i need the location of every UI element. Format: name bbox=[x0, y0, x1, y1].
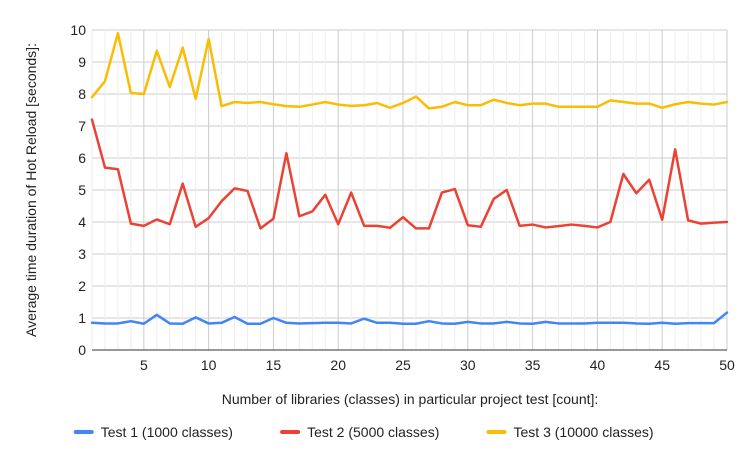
y-axis-title: Average time duration of Hot Reload [sec… bbox=[23, 43, 39, 337]
y-tick-label: 5 bbox=[78, 182, 86, 198]
gridlines bbox=[91, 29, 728, 350]
x-tick-label: 5 bbox=[140, 357, 148, 373]
legend-swatch-1 bbox=[73, 430, 94, 434]
series-line-2 bbox=[90, 118, 729, 230]
legend: Test 1 (1000 classes) Test 2 (5000 classe… bbox=[73, 424, 654, 440]
x-tick-label: 20 bbox=[330, 357, 346, 373]
x-tick-label: 10 bbox=[201, 357, 217, 373]
x-axis-title: Number of libraries (classes) in particu… bbox=[222, 391, 599, 407]
y-tick-label: 6 bbox=[78, 150, 86, 166]
y-tick-label: 2 bbox=[78, 278, 86, 294]
y-tick-label: 7 bbox=[78, 118, 86, 134]
x-tick-label: 45 bbox=[654, 357, 670, 373]
series-line-1 bbox=[90, 311, 729, 326]
x-tick-label: 50 bbox=[719, 357, 735, 373]
y-axis-ticks: 0 1 2 3 4 5 6 7 8 9 10 bbox=[70, 22, 86, 358]
series-line-3 bbox=[90, 31, 729, 110]
y-tick-label: 0 bbox=[78, 342, 86, 358]
y-tick-label: 10 bbox=[70, 22, 86, 38]
x-axis-ticks: 5 10 15 20 25 30 35 40 45 50 bbox=[140, 357, 735, 373]
x-tick-label: 40 bbox=[590, 357, 606, 373]
x-tick-label: 25 bbox=[395, 357, 411, 373]
legend-label-3: Test 3 (10000 classes) bbox=[514, 424, 654, 440]
legend-swatch-2 bbox=[280, 430, 301, 434]
x-tick-label: 35 bbox=[525, 357, 541, 373]
y-tick-label: 8 bbox=[78, 86, 86, 102]
legend-label-1: Test 1 (1000 classes) bbox=[101, 424, 233, 440]
x-tick-label: 15 bbox=[266, 357, 282, 373]
y-tick-label: 1 bbox=[78, 310, 86, 326]
y-tick-label: 9 bbox=[78, 54, 86, 70]
y-tick-label: 3 bbox=[78, 246, 86, 262]
legend-swatch-3 bbox=[486, 430, 507, 434]
x-tick-label: 30 bbox=[460, 357, 476, 373]
series-lines bbox=[90, 31, 729, 326]
legend-label-2: Test 2 (5000 classes) bbox=[307, 424, 439, 440]
y-tick-label: 4 bbox=[78, 214, 86, 230]
